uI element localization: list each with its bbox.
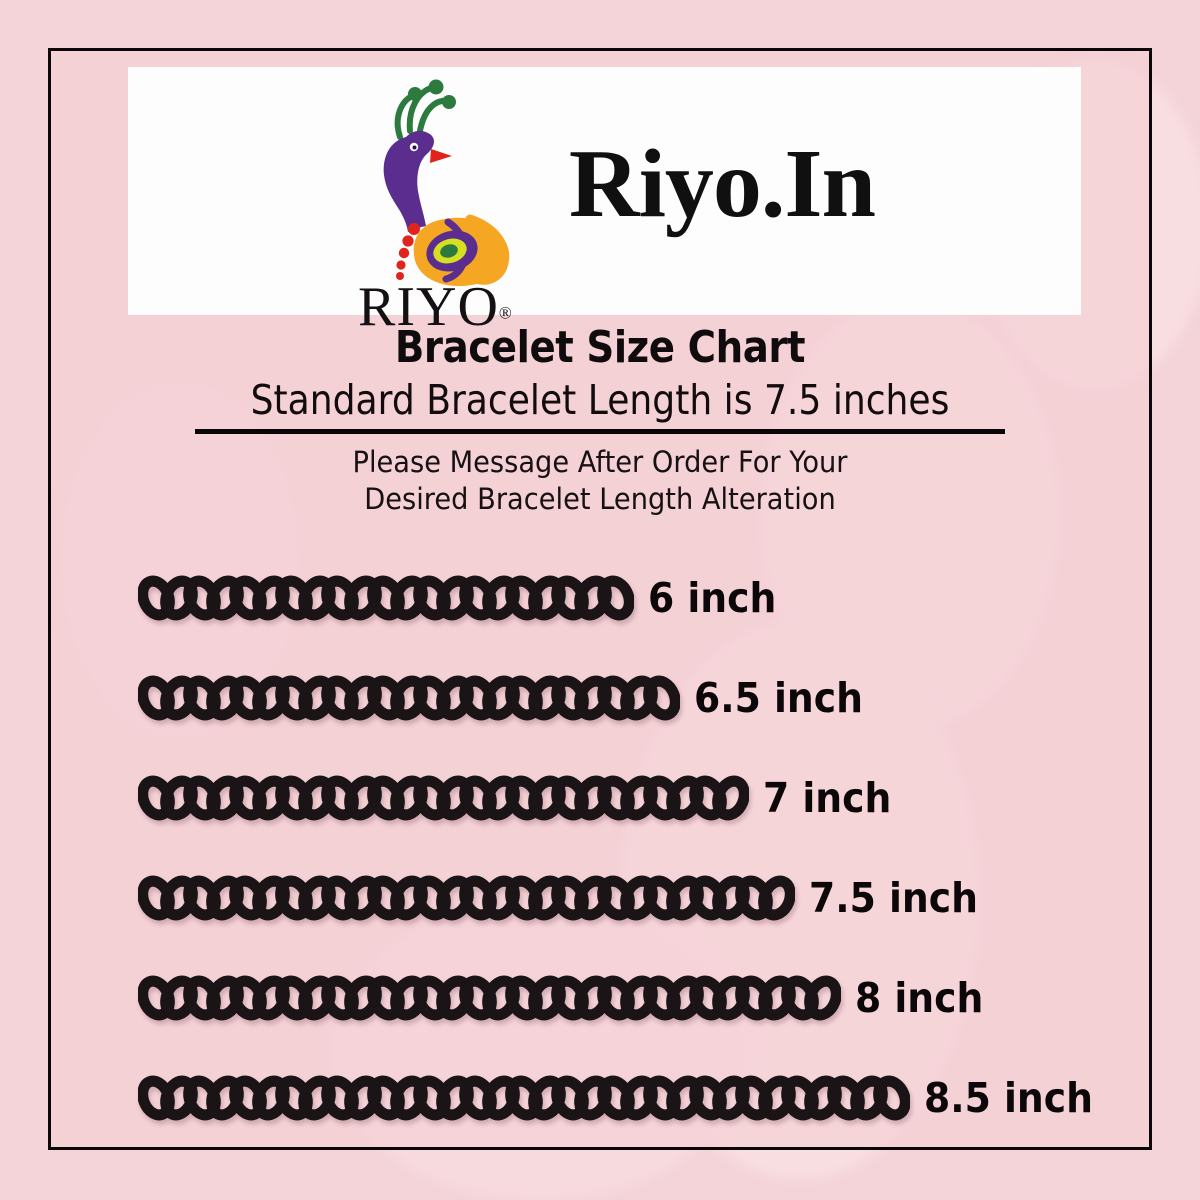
size-label: 6.5 inch — [694, 674, 863, 722]
size-label: 7.5 inch — [809, 874, 978, 922]
size-row: 6 inch — [0, 548, 1200, 648]
size-row: 7 inch — [0, 748, 1200, 848]
bracelet-chain-icon — [138, 1075, 910, 1121]
size-label: 6 inch — [648, 574, 777, 622]
heading-block: Bracelet Size Chart Standard Bracelet Le… — [48, 326, 1152, 517]
brand-name: Riyo.In — [568, 130, 876, 238]
bracelet-chain-icon — [138, 875, 795, 921]
size-label: 8 inch — [855, 974, 984, 1022]
peacock-logo-icon: RIYO® — [344, 79, 529, 338]
bracelet-chain-icon — [138, 575, 634, 621]
logo-header-panel: RIYO® Riyo.In — [128, 67, 1081, 338]
size-row: 8.5 inch — [0, 1048, 1200, 1148]
standard-length-note: Standard Bracelet Length is 7.5 inches — [250, 376, 950, 424]
bracelet-chain-icon — [138, 975, 841, 1021]
page-title: Bracelet Size Chart — [394, 322, 806, 373]
logo-wordmark: RIYO — [358, 275, 499, 338]
alteration-note-line-1: Please Message After Order For Your — [352, 445, 848, 480]
size-label: 7 inch — [763, 774, 892, 822]
size-row-list: 6 inch 6.5 inch 7 inch 7.5 inch 8 inch 8.5 in… — [0, 548, 1200, 1148]
size-row: 7.5 inch — [0, 848, 1200, 948]
size-row: 6.5 inch — [0, 648, 1200, 748]
bracelet-chain-icon — [138, 675, 680, 721]
divider — [195, 429, 1005, 435]
bracelet-chain-icon — [138, 775, 749, 821]
size-row: 8 inch — [0, 948, 1200, 1048]
alteration-note-line-2: Desired Bracelet Length Alteration — [364, 481, 836, 516]
registered-trademark-icon: ® — [498, 303, 512, 323]
alteration-note: Please Message After Order For Your Desi… — [81, 444, 1119, 517]
size-label: 8.5 inch — [924, 1074, 1093, 1122]
